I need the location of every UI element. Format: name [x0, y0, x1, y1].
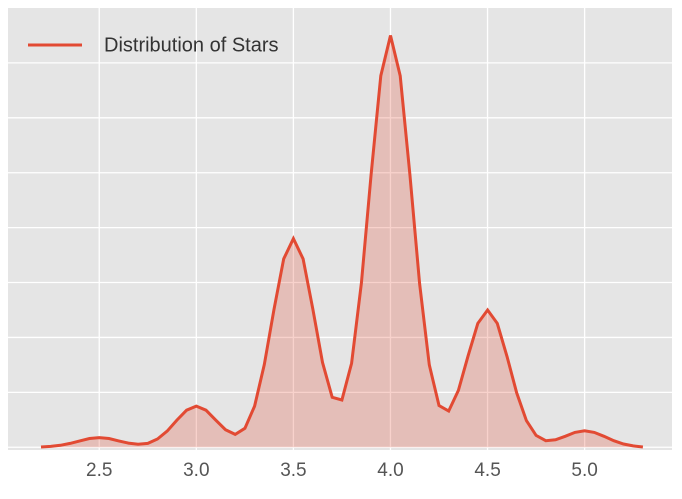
density-line	[40, 35, 644, 449]
legend-label: Distribution of Stars	[104, 34, 279, 56]
x-tick-label: 5.0	[571, 460, 597, 481]
plot-background	[8, 8, 672, 450]
x-tick-label: 4.5	[474, 460, 500, 481]
x-tick-label: 4.0	[377, 460, 403, 481]
x-tick-label: 3.0	[183, 460, 209, 481]
area-fill	[41, 35, 643, 448]
x-tick-label: 2.5	[86, 460, 112, 481]
x-tick-label: 3.5	[280, 460, 306, 481]
